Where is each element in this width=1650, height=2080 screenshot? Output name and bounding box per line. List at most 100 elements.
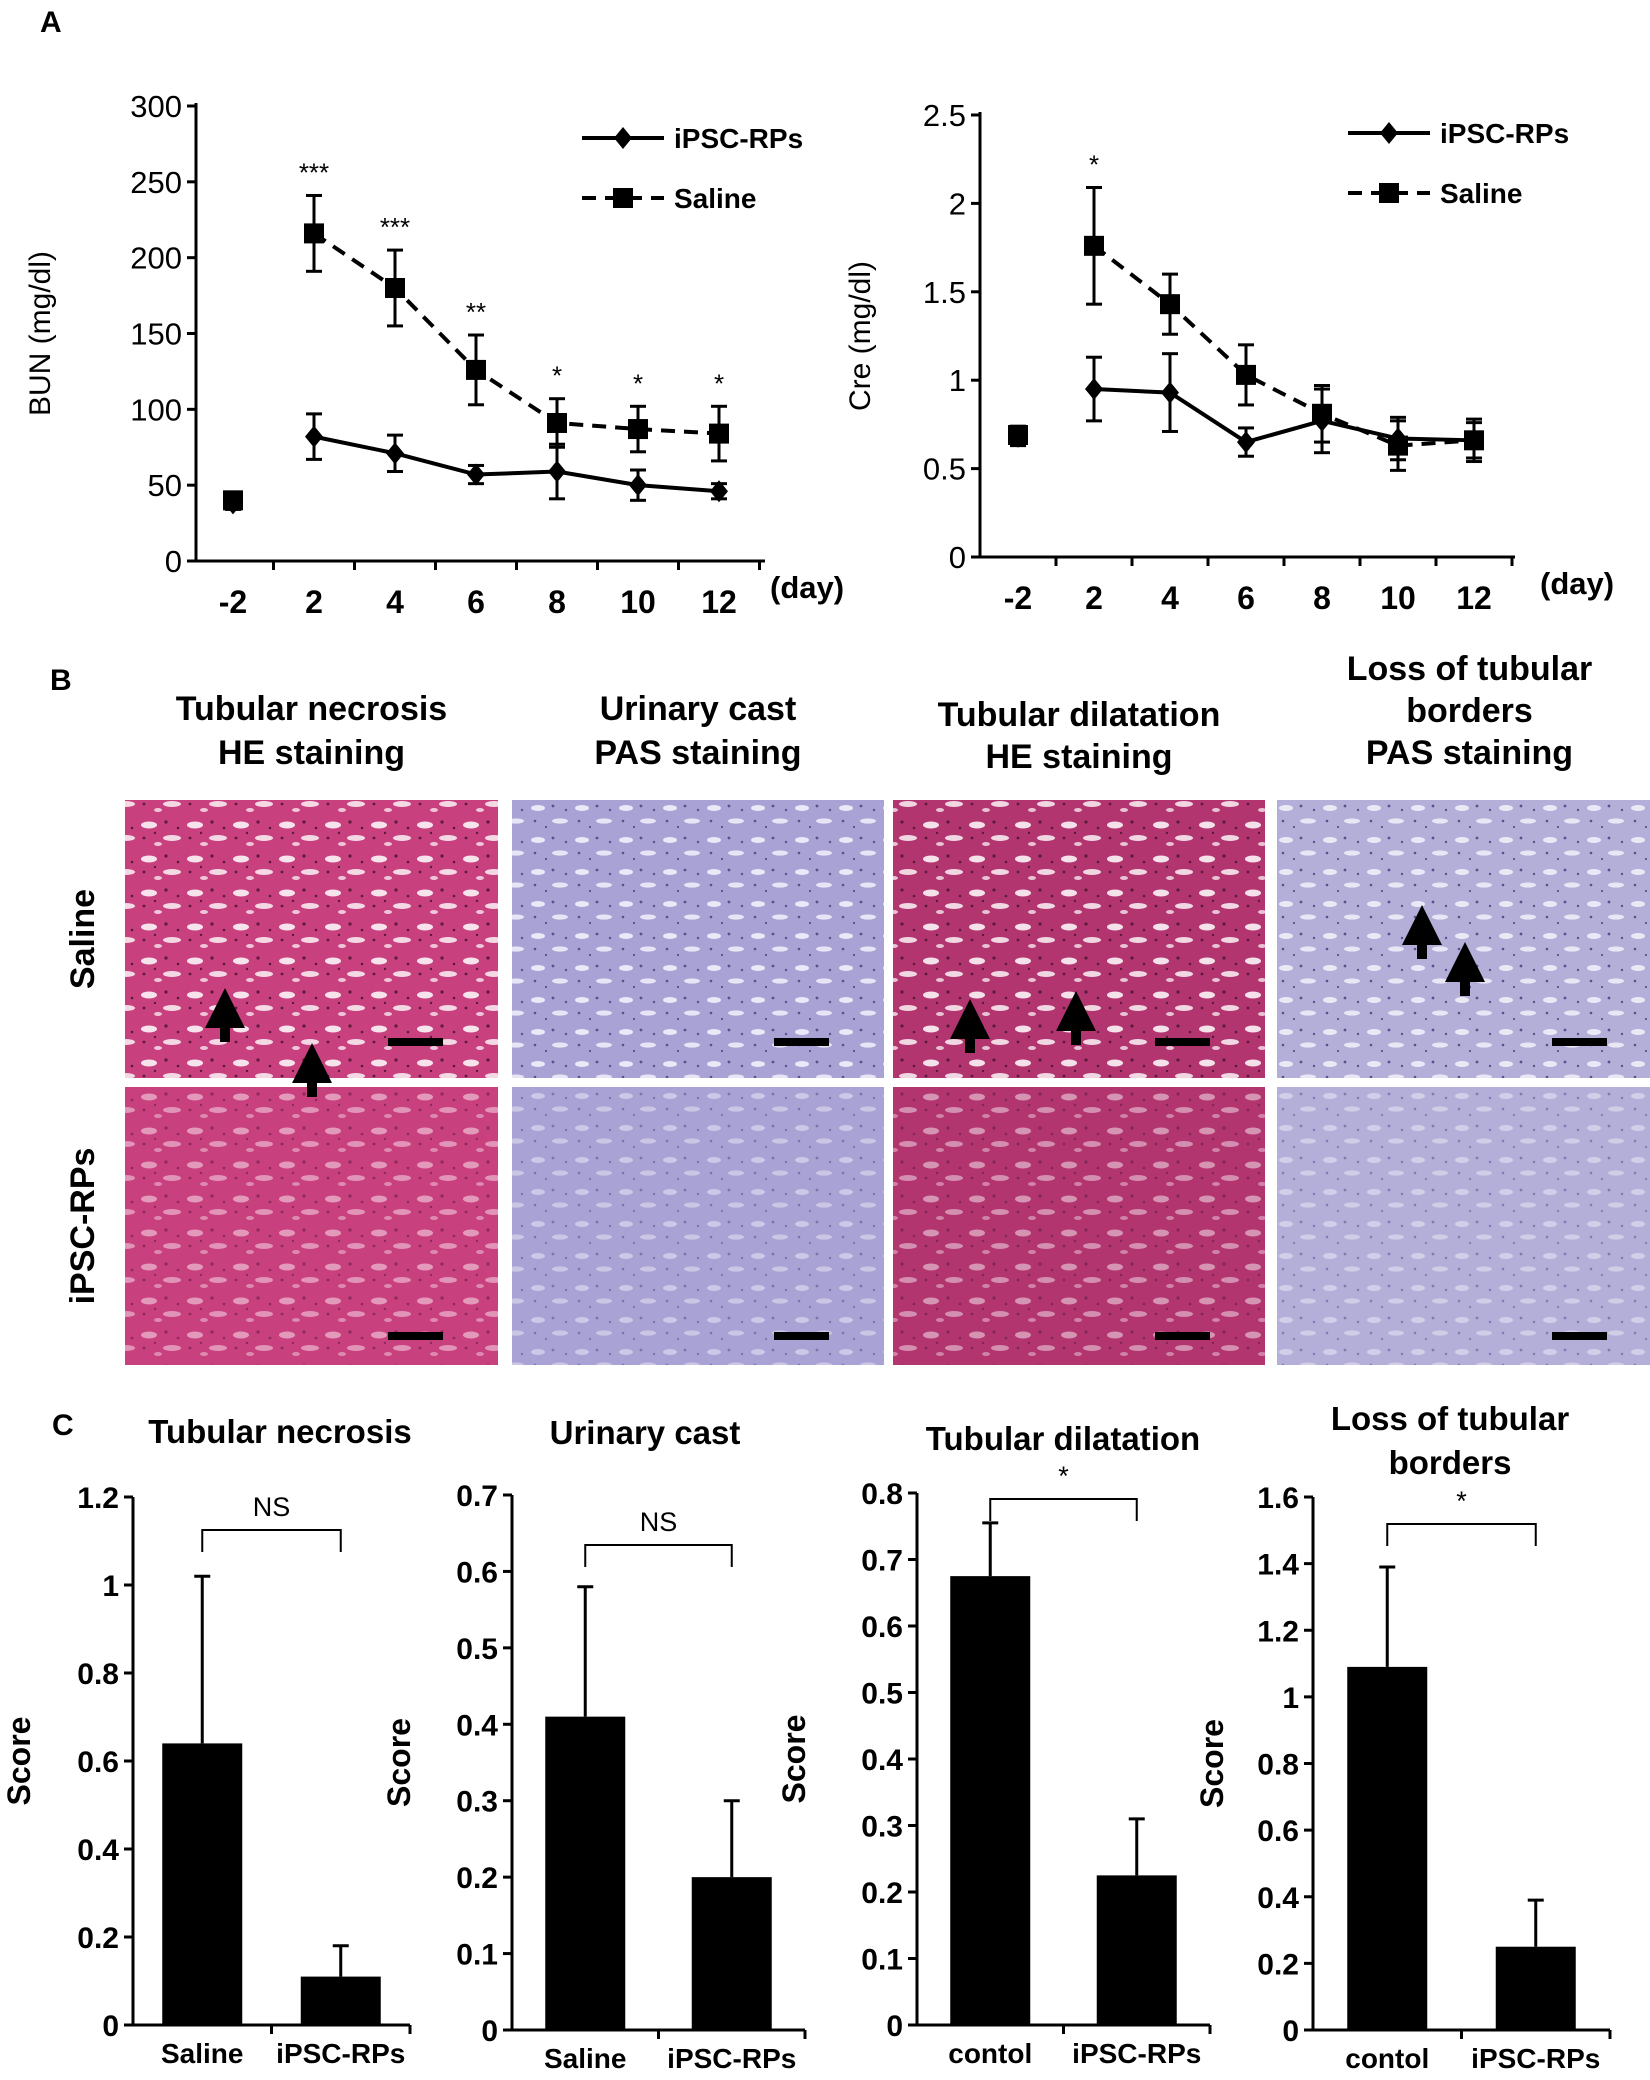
x-tick-label: 8 [1313,580,1331,616]
x-tick-label: iPSC-RPs [1072,2038,1201,2069]
x-tick-label: 6 [467,584,485,620]
x-tick-label: 8 [548,584,566,620]
x-tick-label: -2 [219,584,247,620]
cre-line-chart: 0 0.5 1 1.5 2 2.5 -2 2 4 6 8 10 12 (day) Cre (mg/dl) * i… [844,98,1614,616]
loss-of-tubular-borders-bar-chart: Loss of tubular borders 0 0.2 0.4 0.6 0.8 1 1.2 1… [1194,1400,1612,2074]
histology-column-title: PAS staining [594,734,801,772]
bar-iPSC-RPs [1495,1946,1576,2030]
y-tick-label: 1.2 [77,1482,119,1515]
legend-label: iPSC-RPs [1440,118,1569,149]
y-tick-label: 1.5 [923,275,966,310]
y-tick-label: 0.2 [861,1877,903,1910]
x-tick-label: 4 [1161,580,1179,616]
data-point-square [1160,294,1180,315]
y-tick-label: 2 [949,186,966,221]
y-tick-label: 150 [130,317,182,352]
data-point-diamond [710,480,728,503]
y-tick-label: 0.6 [77,1746,119,1779]
significance-bracket [201,1529,342,1552]
tissue-texture [893,1087,1265,1365]
y-tick-label: 250 [130,165,182,200]
y-axis-label: Score [381,1718,417,1807]
chart-title: Loss of tubular [1331,1400,1569,1437]
significance-mark: *** [380,212,410,242]
y-tick-label: 0.2 [77,1922,119,1955]
significance-mark: * [552,361,562,391]
data-point-square [466,359,486,380]
y-tick-label: 0 [481,2015,498,2048]
x-axis-unit: (day) [1540,566,1614,601]
histology-column-title: borders [1406,692,1533,730]
bun-line-chart: 0 50 100 150 200 250 300 -2 2 4 6 8 10 12 (day) BUN (mg… [24,89,844,620]
data-point-diamond [1237,431,1255,454]
urinary-cast-bar-chart: Urinary cast 0 0.1 0.2 0.3 0.4 0.5 0.6 0.7 Score S… [381,1414,807,2074]
significance-bracket [989,1498,1138,1521]
tubular-dilatation-bar-chart: Tubular dilatation 0 0.1 0.2 0.3 0.4 0.5 0.6 0.7… [776,1420,1212,2069]
legend-marker [1379,183,1399,203]
x-tick-label: Saline [544,2043,626,2074]
series-line-iPSC-RPs [1093,387,1475,445]
data-point-diamond [1085,378,1103,401]
significance-label: * [1456,1486,1467,1516]
series-line-Saline [312,231,720,436]
tissue-texture [512,800,884,1078]
y-axis-label: Cre (mg/dl) [844,261,877,411]
y-tick-label: 0.6 [456,1556,498,1589]
y-tick-label: 0 [1282,2015,1299,2048]
scale-bar [1155,1332,1210,1340]
y-tick-label: 0 [886,2010,903,2043]
y-tick-label: 0.6 [861,1611,903,1644]
data-point-diamond [1161,381,1179,404]
significance-bracket [1386,1523,1537,1546]
x-tick-label: contol [948,2038,1032,2069]
chart-title: Tubular dilatation [926,1420,1200,1457]
histology-column-title: PAS staining [1366,734,1573,772]
y-tick-label: 100 [130,392,182,427]
x-tick-label: -2 [1004,580,1032,616]
x-tick-label: 6 [1237,580,1255,616]
significance-label: NS [640,1507,678,1537]
bar-iPSC-RPs [1096,1875,1177,2025]
y-tick-label: 0.8 [1257,1749,1299,1782]
y-axis-label: Score [1,1717,37,1806]
bar-iPSC-RPs [691,1877,772,2030]
tissue-texture [125,1087,498,1365]
histology-row-label: Saline [64,889,102,989]
data-point-square [628,419,648,440]
significance-mark: * [633,368,643,398]
scale-bar [1155,1038,1210,1046]
scale-bar [388,1038,443,1046]
x-tick-label: 12 [1456,580,1492,616]
y-tick-label: 0 [165,544,182,579]
y-tick-label: 0.3 [861,1811,903,1844]
data-point-diamond [305,425,323,448]
bar-iPSC-RPs [300,1976,381,2025]
data-point-square [709,423,729,444]
y-tick-label: 0 [102,2010,119,2043]
x-tick-label: iPSC-RPs [276,2038,405,2069]
data-point-square [1236,364,1256,385]
data-point-square [223,490,243,511]
x-tick-label: iPSC-RPs [1471,2043,1600,2074]
y-tick-label: 0.5 [456,1633,498,1666]
y-tick-label: 0.4 [456,1709,498,1742]
scale-bar [1552,1038,1607,1046]
data-point-square [547,412,567,433]
legend-label: Saline [1440,178,1522,209]
histology-column-title: HE staining [985,738,1172,776]
panel-label-a: A [40,6,62,39]
y-tick-label: 0.7 [861,1545,903,1578]
histology-column-title: Tubular necrosis [176,690,447,728]
data-point-square [1084,235,1104,256]
significance-mark: * [1089,149,1099,179]
bar-contol [950,1576,1031,2025]
y-tick-label: 1.2 [1257,1615,1299,1648]
significance-mark: * [714,368,724,398]
data-point-square [1464,430,1484,451]
y-tick-label: 0.8 [861,1478,903,1511]
x-axis-unit: (day) [770,570,844,605]
data-point-square [1388,435,1408,456]
y-tick-label: 1.4 [1257,1549,1299,1582]
significance-bracket [584,1544,733,1567]
data-point-square [1008,425,1028,446]
